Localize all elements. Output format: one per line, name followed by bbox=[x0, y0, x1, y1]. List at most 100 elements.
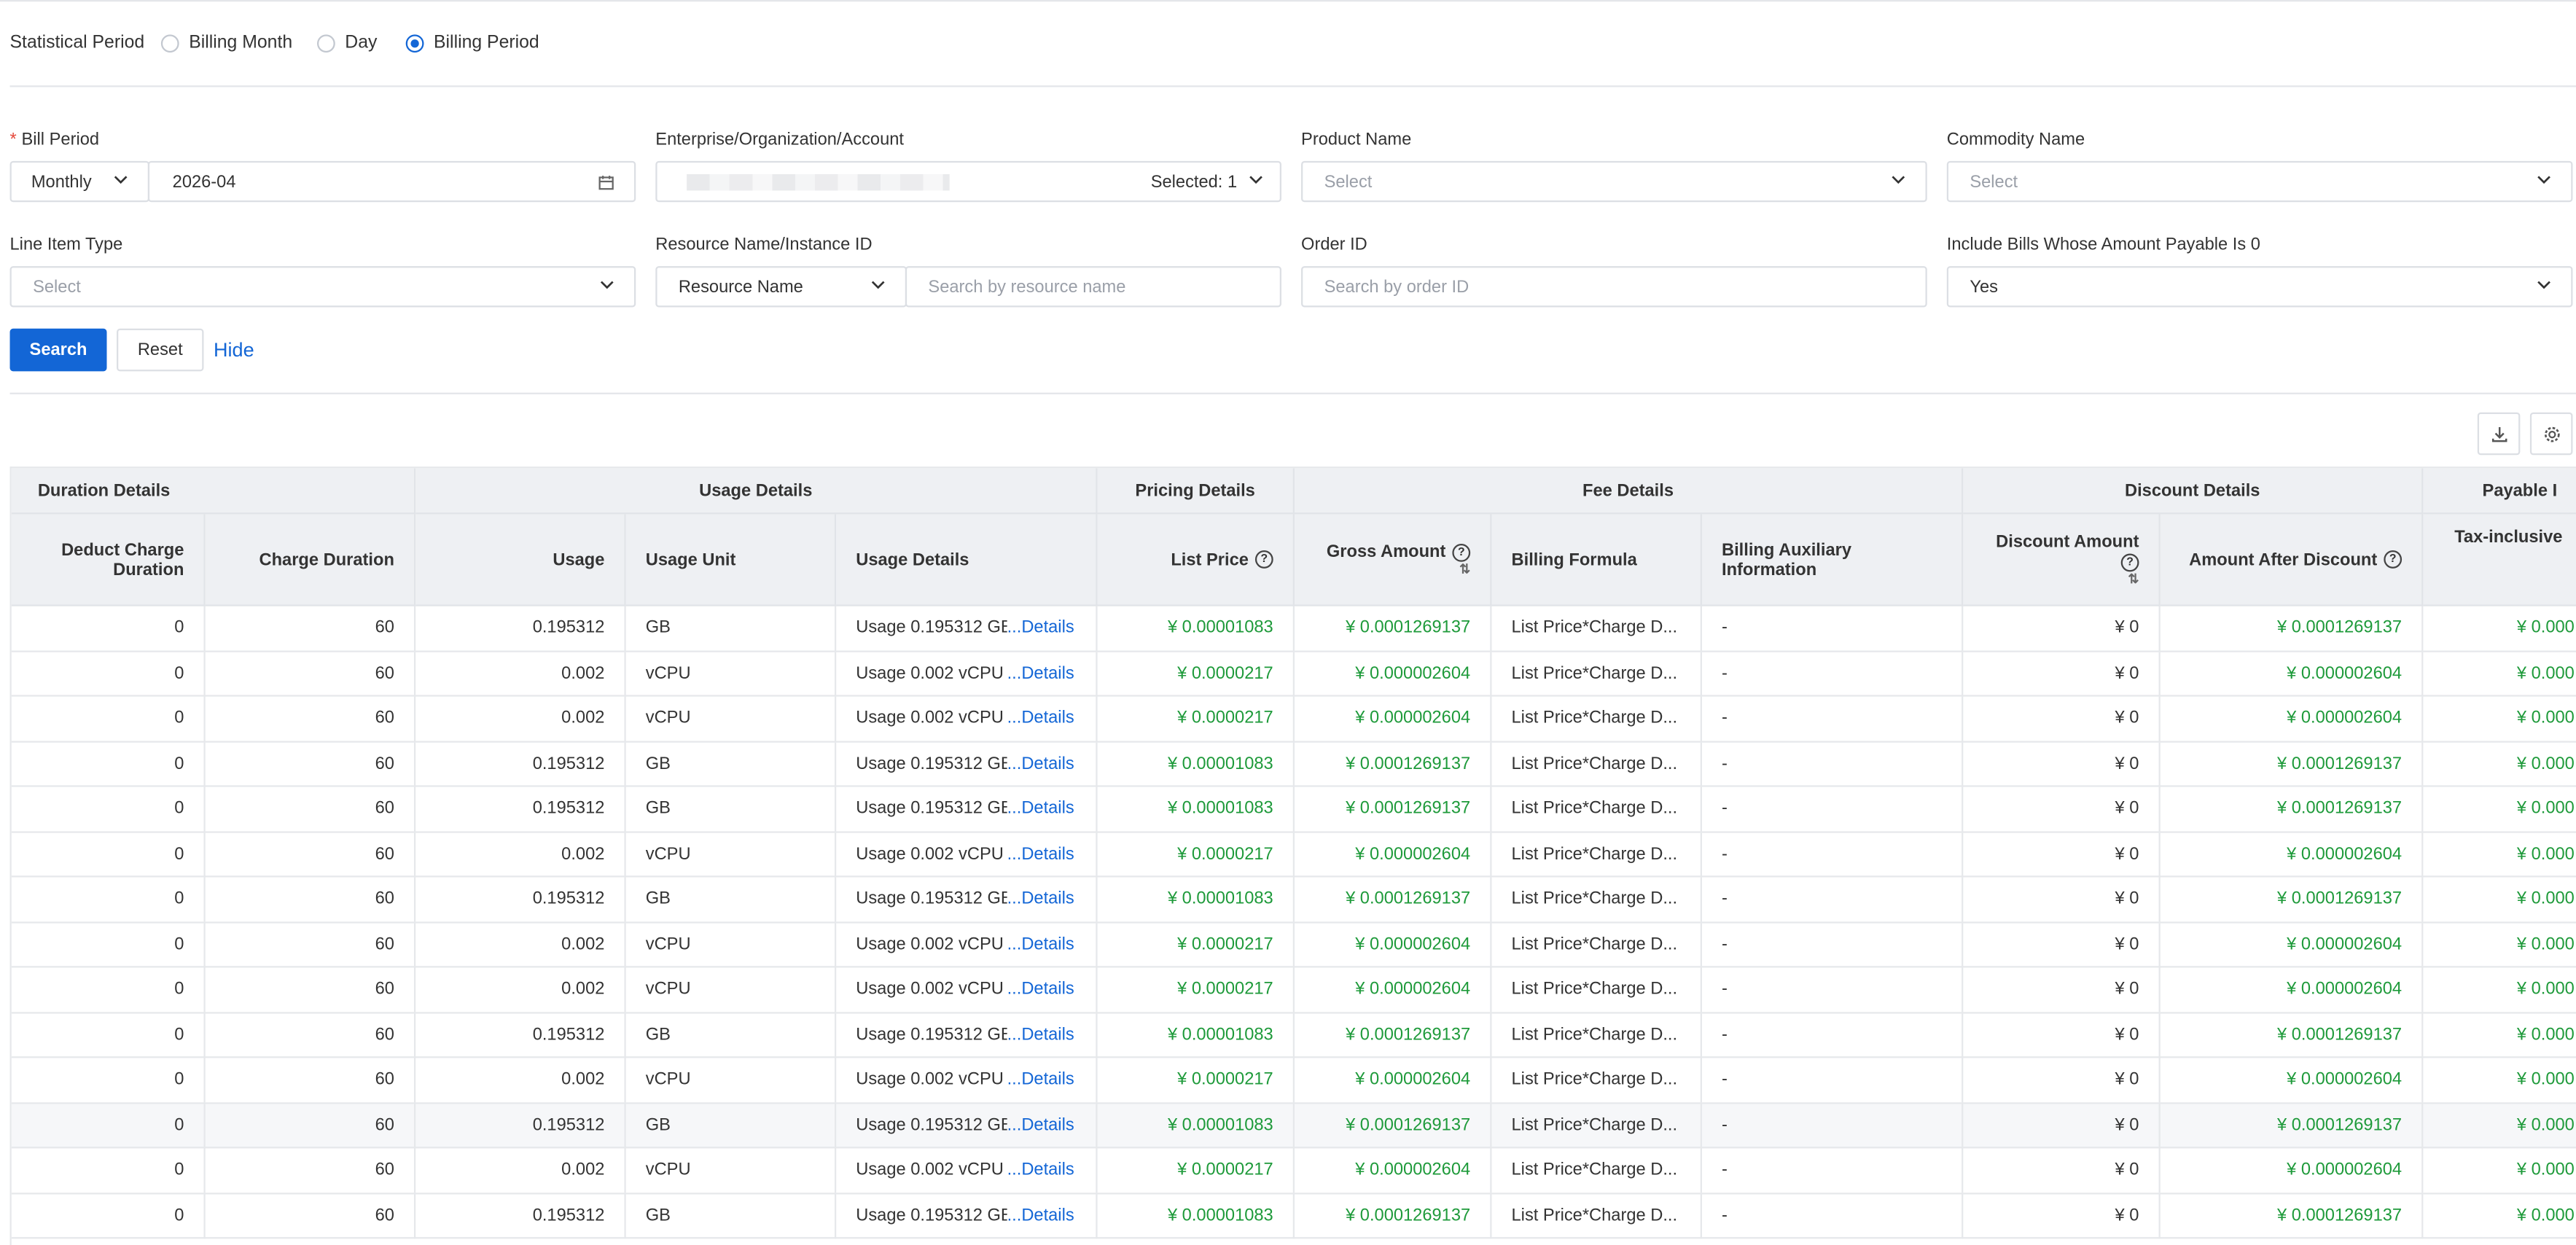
table-row[interactable]: 0 60 0.195312 GB Usage 0.195312 GB...Details… bbox=[11, 1012, 2576, 1058]
details-link[interactable]: ...Details bbox=[1007, 979, 1074, 999]
cell-value: ¥ 0 bbox=[2115, 934, 2139, 954]
col-usage[interactable]: Usage bbox=[415, 514, 626, 606]
cell-tax: ¥ 0.000 bbox=[2423, 832, 2576, 877]
cell-formula: List Price*Charge D... bbox=[1491, 1193, 1702, 1238]
radio-billing-period[interactable] bbox=[405, 34, 424, 53]
table-row[interactable]: 0 60 0.002 vCPU Usage 0.002 vCPU U...Details… bbox=[11, 1058, 2576, 1104]
download-icon bbox=[2491, 426, 2507, 442]
include-zero-select[interactable]: Yes bbox=[1946, 266, 2573, 308]
sort-icon[interactable]: ⇅ bbox=[2128, 571, 2139, 587]
resource-search-input[interactable]: Search by resource name bbox=[905, 266, 1281, 308]
cell-value: ¥ 0.0000217 bbox=[1177, 934, 1273, 954]
cell-value: ¥ 0.000002604 bbox=[2287, 663, 2403, 683]
col-discount-amount[interactable]: Discount Amount? ⇅ bbox=[1963, 514, 2161, 606]
table-row[interactable]: 0 60 0.002 vCPU Usage 0.002 vCPU U...Details… bbox=[11, 1148, 2576, 1194]
table-row[interactable]: 0 60 0.002 vCPU Usage 0.002 vCPU U...Details… bbox=[11, 696, 2576, 742]
table-row[interactable]: 0 60 0.002 vCPU Usage 0.002 vCPU U...Details… bbox=[11, 967, 2576, 1013]
details-link[interactable]: ...Details bbox=[1007, 889, 1074, 909]
cell-discount: ¥ 0 bbox=[1963, 1058, 2161, 1103]
details-link[interactable]: ...Details bbox=[1007, 934, 1074, 954]
cell-value: - bbox=[1722, 1160, 1728, 1180]
cell-value: ¥ 0.00001083 bbox=[1167, 889, 1273, 909]
col-billing-auxiliary-information[interactable]: Billing Auxiliary Information bbox=[1701, 514, 1964, 606]
bill-month-picker[interactable]: 2026-04 bbox=[147, 160, 636, 203]
question-circle-icon[interactable]: ? bbox=[1452, 543, 1471, 562]
cell-value: ¥ 0.000002604 bbox=[1355, 663, 1471, 683]
sort-icon[interactable]: ⇅ bbox=[1459, 561, 1471, 577]
product-name-select[interactable]: Select bbox=[1301, 160, 1927, 203]
cell-gross: ¥ 0.0001269137 bbox=[1295, 606, 1492, 651]
table-row[interactable]: 0 60 0.195312 GB Usage 0.195312 GB...Details… bbox=[11, 606, 2576, 652]
details-link[interactable]: ...Details bbox=[1007, 708, 1074, 728]
radio-label-billing-month[interactable]: Billing Month bbox=[189, 33, 293, 53]
cell-after: ¥ 0.000002604 bbox=[2161, 832, 2424, 877]
radio-day[interactable] bbox=[316, 34, 335, 53]
search-button[interactable]: Search bbox=[9, 328, 107, 372]
cell-list-price: ¥ 0.00001083 bbox=[1098, 1012, 1295, 1058]
cell-tax: ¥ 0.000 bbox=[2423, 1058, 2576, 1102]
bill-cycle-select[interactable]: Monthly bbox=[9, 160, 150, 203]
question-circle-icon[interactable]: ? bbox=[2120, 553, 2139, 571]
details-link[interactable]: ...Details bbox=[1007, 1069, 1074, 1090]
cell-value: 60 bbox=[375, 753, 394, 773]
cell-after: ¥ 0.0001269137 bbox=[2161, 1193, 2424, 1238]
col-deduct-charge-duration[interactable]: Deduct Charge Duration bbox=[11, 514, 206, 606]
line-item-type-select[interactable]: Select bbox=[9, 266, 636, 308]
table-row[interactable]: 0 60 0.195312 GB Usage 0.195312 GB...Details… bbox=[11, 877, 2576, 923]
account-select[interactable]: Selected: 1 bbox=[655, 160, 1281, 203]
commodity-name-select[interactable]: Select bbox=[1946, 160, 2573, 203]
details-link[interactable]: ...Details bbox=[1007, 1024, 1074, 1045]
details-link[interactable]: ...Details bbox=[1007, 1160, 1074, 1180]
cell-deduct: 0 bbox=[12, 1012, 206, 1058]
account-selected-count: Selected: 1 bbox=[1150, 172, 1238, 192]
table-row[interactable]: 0 60 0.195312 GB Usage 0.195312 GB...Details… bbox=[11, 1103, 2576, 1149]
cell-value: ¥ 0.0000217 bbox=[1177, 1069, 1273, 1090]
col-list-price[interactable]: List Price? bbox=[1097, 514, 1295, 606]
cell-value: ¥ 0 bbox=[2115, 1205, 2139, 1225]
table-row[interactable]: 0 60 0.195312 GB Usage 0.195312 GB...Details… bbox=[11, 1193, 2576, 1239]
reset-button[interactable]: Reset bbox=[117, 328, 204, 372]
download-button[interactable] bbox=[2477, 412, 2521, 456]
question-circle-icon[interactable]: ? bbox=[1254, 550, 1273, 569]
cell-value: ¥ 0 bbox=[2115, 617, 2139, 638]
col-charge-duration[interactable]: Charge Duration bbox=[205, 514, 416, 606]
cell-value: - bbox=[1722, 843, 1728, 864]
order-id-input[interactable]: Search by order ID bbox=[1301, 266, 1927, 308]
cell-value: 0.002 bbox=[561, 708, 605, 728]
settings-button[interactable] bbox=[2529, 412, 2573, 456]
cell-usage: 0.195312 bbox=[415, 1193, 626, 1238]
col-usage-details[interactable]: Usage Details bbox=[836, 514, 1098, 606]
cell-discount: ¥ 0 bbox=[1963, 1103, 2161, 1148]
details-link[interactable]: ...Details bbox=[1007, 1115, 1074, 1135]
table-row[interactable]: 0 60 0.195312 GB Usage 0.195312 GB...Details… bbox=[11, 787, 2576, 832]
cell-value: ¥ 0.000002604 bbox=[1355, 1069, 1471, 1090]
table-row[interactable]: 0 60 0.002 vCPU Usage 0.002 vCPU U...Details… bbox=[11, 651, 2576, 697]
resource-type-select[interactable]: Resource Name bbox=[655, 266, 908, 308]
details-link[interactable]: ...Details bbox=[1007, 617, 1074, 638]
radio-billing-month[interactable] bbox=[160, 34, 179, 53]
col-amount-after-discount[interactable]: Amount After Discount? bbox=[2160, 514, 2424, 606]
cell-unit: vCPU bbox=[626, 651, 837, 696]
cell-value: 60 bbox=[375, 1115, 394, 1135]
col-tax-inclusive[interactable]: Tax-inclusive bbox=[2423, 514, 2576, 606]
cell-value: ¥ 0 bbox=[2115, 843, 2139, 864]
statistical-period-label: Statistical Period bbox=[9, 33, 145, 53]
table-row[interactable]: 0 60 0.002 vCPU Usage 0.002 vCPU U...Details… bbox=[11, 832, 2576, 878]
radio-label-billing-period[interactable]: Billing Period bbox=[434, 33, 539, 53]
details-link[interactable]: ...Details bbox=[1007, 663, 1074, 683]
hide-link[interactable]: Hide bbox=[213, 338, 254, 362]
col-gross-amount[interactable]: Gross Amount? ⇅ bbox=[1295, 514, 1492, 606]
col-billing-formula[interactable]: Billing Formula bbox=[1491, 514, 1702, 606]
details-link[interactable]: ...Details bbox=[1007, 753, 1074, 773]
col-usage-unit[interactable]: Usage Unit bbox=[625, 514, 837, 606]
details-link[interactable]: ...Details bbox=[1007, 798, 1074, 819]
details-link[interactable]: ...Details bbox=[1007, 1205, 1074, 1225]
question-circle-icon[interactable]: ? bbox=[2384, 550, 2403, 569]
radio-label-day[interactable]: Day bbox=[345, 33, 378, 53]
table-row[interactable]: 0 60 0.002 vCPU Usage 0.002 vCPU U...Details… bbox=[11, 922, 2576, 968]
col-label: List Price bbox=[1171, 549, 1249, 569]
table-row[interactable]: 0 60 0.195312 GB Usage 0.195312 GB...Details… bbox=[11, 741, 2576, 787]
cell-aux: - bbox=[1702, 832, 1964, 877]
details-link[interactable]: ...Details bbox=[1007, 843, 1074, 864]
gear-icon bbox=[2544, 426, 2560, 442]
